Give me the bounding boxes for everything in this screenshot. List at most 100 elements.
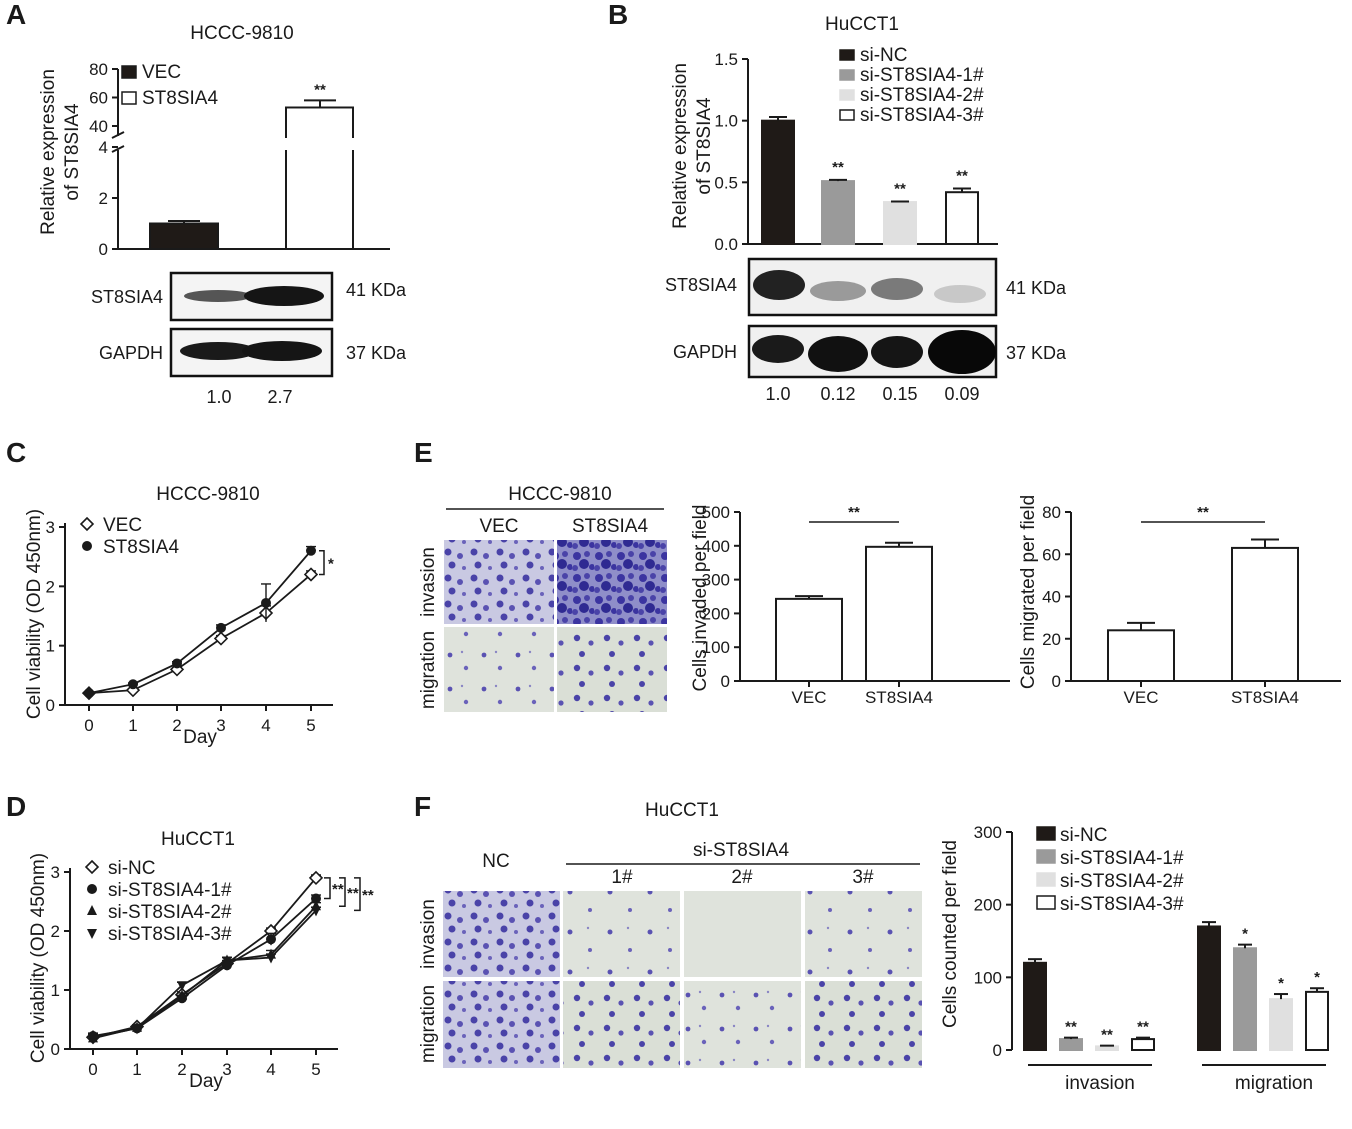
panel-e-invasion-plot: 0 100 200 300 400 500 VEC ST8SIA4 ** [702,503,1010,707]
legend-label: si-NC [860,45,908,66]
panel-e-migration-plot: 0 20 40 60 80 VEC ST8SIA4 ** [1042,503,1341,707]
x-tick-label: 3 [216,716,225,735]
panel-a-blot: ST8SIA4 GAPDH 41 KDa 37 KDa 1.0 2.7 [91,271,407,407]
blot-a-band [180,342,256,360]
significance-label: ** [1197,504,1209,521]
panel-f-nc-label: NC [482,851,509,872]
legend-swatch [1036,849,1056,864]
panel-d-plot: 0 1 2 3 0 1 2 3 4 5 si-NCsi-ST8SIA4-1#si-ST8SIA4-2… [51,858,374,1079]
x-tick-label: 4 [266,1060,275,1079]
panel-c-ylabel: Cell viability (OD 450nm) [24,509,45,719]
blot-b-label-st8sia4: ST8SIA4 [665,275,737,295]
blot-b-quant: 0.15 [882,384,917,404]
y-tick-label: 80 [1042,503,1061,522]
y-tick-label: 3 [46,518,55,537]
y-tick-label: 300 [974,823,1002,842]
blot-a-band [184,290,252,302]
legend-label: si-ST8SIA4-1# [1060,848,1184,869]
legend-label: si-ST8SIA4-3# [1060,894,1184,915]
bar [821,180,855,246]
y-tick-label: 400 [702,537,730,556]
marker-diamond [308,870,324,886]
panel-f-ylabel: Cells counted per field [940,840,961,1028]
panel-label-c: C [6,437,26,468]
y-tick-label: 40 [1042,588,1061,607]
significance-label: ** [1065,1019,1077,1036]
panel-c-title: HCCC-9810 [156,484,259,505]
blot-b-band [871,336,923,368]
legend-label: si-ST8SIA4-3# [108,924,232,945]
bar [1231,546,1299,682]
bar [761,119,795,245]
marker-triangle-down [266,953,276,964]
marker-circle [128,679,138,690]
legend-label: si-ST8SIA4-2# [1060,871,1184,892]
panel-f-row-label: invasion [418,899,439,969]
axis-break-mark [111,145,125,153]
significance-label: ** [956,168,968,185]
blot-b-label-gapdh: GAPDH [673,342,737,362]
blot-b-quant: 0.12 [820,384,855,404]
blot-b-band [871,278,923,300]
legend-swatch [839,69,855,81]
y-tick-label: 0 [721,672,730,691]
marker-triangle-down [222,956,232,967]
y-tick-label: 100 [974,968,1002,987]
y-tick-label: 40 [89,117,108,136]
legend-swatch [839,89,855,101]
legend-label: si-ST8SIA4-1# [108,880,232,901]
bar [1095,1045,1119,1052]
bar [1059,1038,1083,1051]
blot-b-band [934,285,986,303]
bar-st8sia4-fill [287,108,352,138]
blot-a-quant: 2.7 [267,387,292,407]
bar [1107,629,1175,682]
bar [1305,990,1329,1051]
marker-circle [87,884,97,894]
panel-e-migration-chart: Cells migrated per field 0 20 40 60 80 VEC ST8… [1018,495,1341,707]
marker-diamond [79,516,95,532]
significance-label: ** [362,887,374,904]
x-tick-label: 2 [172,716,181,735]
significance-bracket [319,549,325,576]
y-tick-label: 1.0 [714,112,738,131]
significance-label: ** [832,159,844,176]
y-tick-label: 0.5 [714,173,738,192]
x-tick-label: 0 [88,1060,97,1079]
legend-label: si-ST8SIA4-2# [860,85,984,106]
micrograph [444,540,554,624]
micrograph [444,627,554,712]
x-tick-label: 2 [177,1060,186,1079]
bar [775,597,843,683]
y-tick-label: 1 [51,981,60,1000]
marker-circle [216,622,226,633]
y-tick-label: 0 [46,696,55,715]
y-tick-label: 80 [89,60,108,79]
y-tick-label: 0 [51,1040,60,1059]
panel-a-bars: ** [149,81,354,250]
significance-label: ** [1101,1027,1113,1044]
micrograph [557,627,667,712]
legend-label: si-NC [1060,825,1108,846]
panel-a-ylabel-line1: Relative expression [38,69,59,235]
panel-label-e: E [414,437,433,468]
micrograph [684,981,801,1068]
marker-triangle-up [177,989,187,1000]
series-line [92,909,317,1039]
panel-label-d: D [6,791,26,822]
marker-circle [266,934,276,945]
micrograph [563,981,680,1068]
micrograph [805,981,922,1068]
significance-label: ** [894,180,906,197]
panel-f-col-label: 2# [731,867,753,888]
panel-b-ylabel-line2: of ST8SIA4 [694,97,715,195]
bar [1131,1038,1155,1051]
y-tick-label: 200 [702,604,730,623]
panel-label-a: A [6,0,26,30]
blot-a-band [244,286,324,306]
bar [1233,947,1257,1051]
panel-e-image-title: HCCC-9810 [508,484,611,505]
panel-b-blot: ST8SIA4 GAPDH 41 KDa 37 KDa 1.0 0.12 0.1… [665,257,1067,404]
